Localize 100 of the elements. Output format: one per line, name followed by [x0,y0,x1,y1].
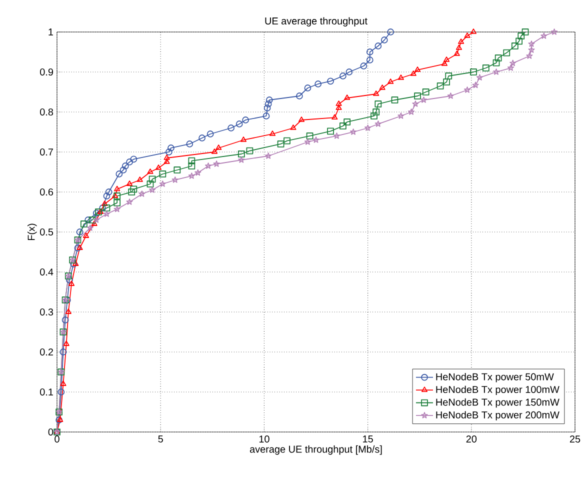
point [114,186,120,192]
point [188,157,196,164]
chart-title: UE average throughput [265,17,368,26]
point [122,162,129,170]
point [88,216,96,224]
point [266,96,273,104]
point [194,169,202,176]
point [128,188,136,196]
point [340,122,346,130]
point [503,49,510,56]
y-tick-label: 0.3 [40,308,54,316]
point [327,78,334,85]
point [528,46,535,53]
point [216,144,222,150]
point [236,120,243,128]
point [72,260,79,266]
y-axis-title: F(x) [27,224,37,240]
point [148,176,156,183]
point [65,308,72,314]
point [470,28,477,34]
point [86,224,94,231]
point [238,150,245,158]
point [374,120,382,127]
point [188,162,196,170]
point [149,186,156,193]
point [269,130,276,136]
point [374,100,382,108]
point [373,90,380,96]
point [364,124,372,131]
point [422,88,430,96]
point [168,144,174,152]
point [344,94,350,100]
point [164,154,170,160]
point [114,199,121,206]
point [92,210,100,217]
point [155,164,162,170]
point [447,92,454,99]
point [304,84,312,92]
point [441,60,448,66]
point [336,100,342,106]
point [84,216,92,224]
point [211,148,218,154]
point [76,244,83,250]
legend-label: HeNodeB Tx power 200mW [436,411,560,420]
point [103,210,110,217]
point [63,340,70,346]
y-tick-label: 1 [48,28,53,36]
point [138,190,146,197]
point [238,156,245,163]
point [420,96,428,103]
point [58,388,65,396]
point [482,64,490,72]
point [206,130,214,138]
point [391,96,398,104]
point [188,172,195,179]
point [511,42,518,50]
point [74,244,82,252]
y-tick-label: 0.8 [40,108,54,116]
point [550,28,558,35]
point [298,116,305,122]
point [344,118,351,126]
point [265,152,272,159]
point [306,132,314,140]
point [516,38,522,45]
point [114,192,121,200]
point [264,100,272,108]
point [284,137,290,144]
point [82,232,90,238]
point [91,220,98,226]
point [60,380,66,386]
point [444,56,450,62]
point [147,168,154,174]
point [379,84,386,90]
point [68,280,75,286]
y-tick-label: 0.1 [40,388,54,396]
point [388,78,394,84]
point [410,70,416,76]
point [370,112,378,120]
point [126,158,133,166]
point [387,28,394,36]
point [332,114,338,120]
point [136,176,143,182]
point [304,138,312,145]
point [443,78,450,86]
point [346,68,353,76]
point [172,176,178,183]
point [528,40,535,47]
point [540,32,548,39]
point [105,188,112,196]
point [102,200,108,206]
point [204,162,212,169]
point [213,160,220,167]
point [526,52,533,59]
legend-label: HeNodeB Tx power 150mW [436,398,560,408]
point [366,48,374,56]
point [290,124,296,130]
point [246,147,254,154]
x-tick-label: 25 [570,436,580,443]
point [164,158,170,164]
point [327,128,334,135]
